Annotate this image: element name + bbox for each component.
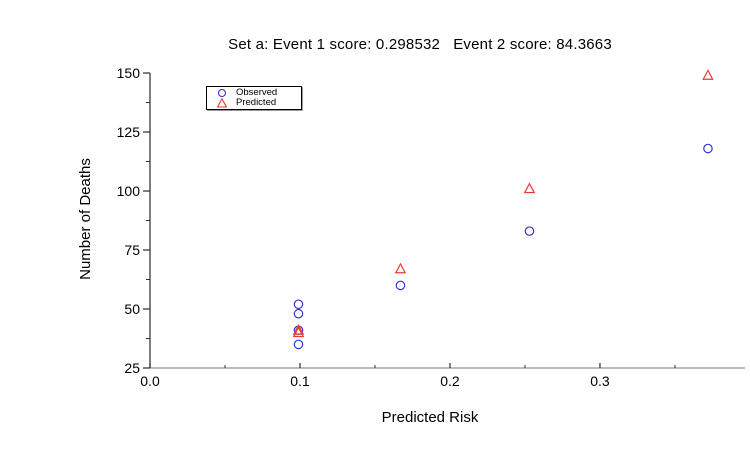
- observed-point: [293, 339, 304, 350]
- x-tick-label: 0.1: [290, 373, 310, 389]
- chart-title: Set a: Event 1 score: 0.298532 Event 2 s…: [228, 36, 612, 53]
- legend-label-observed: Observed: [236, 87, 278, 98]
- observed-point: [395, 280, 406, 291]
- observed-point: [703, 143, 713, 154]
- predicted-point: [523, 182, 536, 194]
- y-tick-label: 25: [124, 360, 140, 376]
- observed-legend-marker-icon: [217, 88, 226, 98]
- y-tick-label: 50: [124, 301, 140, 317]
- y-tick-label: 150: [117, 65, 141, 81]
- observed-point: [293, 299, 304, 310]
- x-axis-title: Predicted Risk: [381, 409, 479, 426]
- x-tick-label: 0.0: [140, 373, 160, 389]
- y-tick-label: 75: [124, 242, 140, 258]
- observed-point: [293, 308, 304, 319]
- x-tick-label: 0.2: [440, 373, 460, 389]
- x-tick-label: 0.3: [590, 373, 610, 389]
- legend-label-predicted: Predicted: [236, 97, 277, 108]
- predicted-point: [292, 323, 305, 335]
- observed-point: [524, 226, 535, 236]
- predicted-legend-marker-icon: [216, 98, 227, 108]
- predicted-point: [292, 326, 305, 338]
- predicted-point: [702, 69, 714, 80]
- y-tick-label: 100: [117, 183, 141, 199]
- predicted-point: [394, 262, 407, 274]
- y-tick-label: 125: [117, 124, 141, 140]
- legend: Observed Predicted: [206, 86, 302, 110]
